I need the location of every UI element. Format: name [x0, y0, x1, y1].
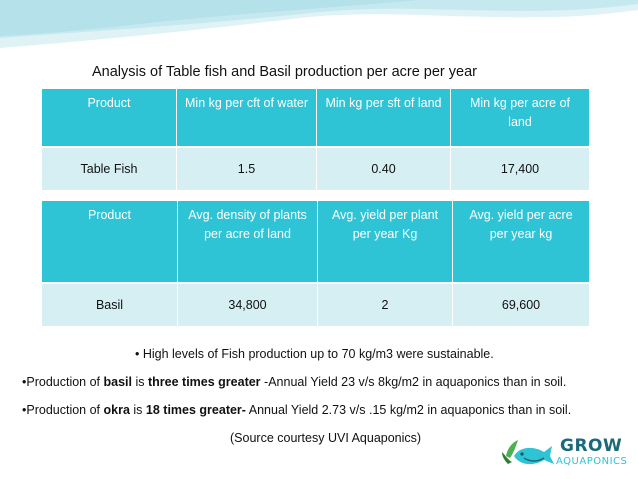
table-cell: 0.40 [316, 146, 451, 190]
note-fish: • High levels of Fish production up to 7… [135, 347, 494, 361]
note-text: -Annual Yield 23 v/s 8kg/m2 in aquaponic… [260, 375, 567, 389]
note-text: is [132, 375, 148, 389]
table-cell: 69,600 [452, 282, 590, 326]
table-cell: 34,800 [177, 282, 318, 326]
table-header-row: Product Min kg per cft of water Min kg p… [41, 89, 590, 147]
table-row: Table Fish 1.5 0.40 17,400 [41, 146, 590, 190]
logo-text-grow: GROW [560, 436, 623, 456]
header-cell: Avg. density of plants per acre of land [177, 201, 318, 283]
logo-text-aquaponics: AQUAPONICS [556, 456, 628, 467]
note-text: •Production of [22, 403, 104, 417]
header-cell: Avg. yield per plant per year Kg [317, 201, 453, 283]
header-cell: Product [41, 201, 178, 283]
table-cell: 2 [317, 282, 453, 326]
note-basil: •Production of basil is three times grea… [22, 375, 566, 389]
table-header-row: Product Avg. density of plants per acre … [41, 201, 590, 283]
header-cell: Product [41, 89, 177, 147]
header-cell: Avg. yield per acre per year kg [452, 201, 590, 283]
table-cell: Table Fish [41, 146, 177, 190]
fish-production-table: Product Min kg per cft of water Min kg p… [41, 89, 590, 190]
header-cell: Min kg per acre of land [450, 89, 590, 147]
note-emphasis: okra [103, 403, 130, 417]
note-okra: •Production of okra is 18 times greater-… [22, 403, 571, 417]
table-cell: Basil [41, 282, 178, 326]
note-text: is [129, 403, 146, 417]
table-row: Basil 34,800 2 69,600 [41, 282, 590, 326]
header-cell: Min kg per sft of land [316, 89, 451, 147]
decorative-wave-banner [0, 0, 638, 48]
note-text: Annual Yield 2.73 v/s .15 kg/m2 in aquap… [245, 403, 572, 417]
source-credit: (Source courtesy UVI Aquaponics) [230, 431, 422, 445]
header-cell: Min kg per cft of water [176, 89, 317, 147]
note-emphasis: 18 times greater- [145, 403, 246, 417]
note-text: •Production of [22, 375, 104, 389]
table-cell: 17,400 [450, 146, 590, 190]
basil-production-table: Product Avg. density of plants per acre … [41, 201, 590, 326]
note-emphasis: three times greater [148, 375, 261, 389]
table-cell: 1.5 [176, 146, 317, 190]
note-emphasis: basil [103, 375, 133, 389]
page-title: Analysis of Table fish and Basil product… [92, 64, 478, 80]
grow-aquaponics-logo-icon [502, 440, 554, 465]
